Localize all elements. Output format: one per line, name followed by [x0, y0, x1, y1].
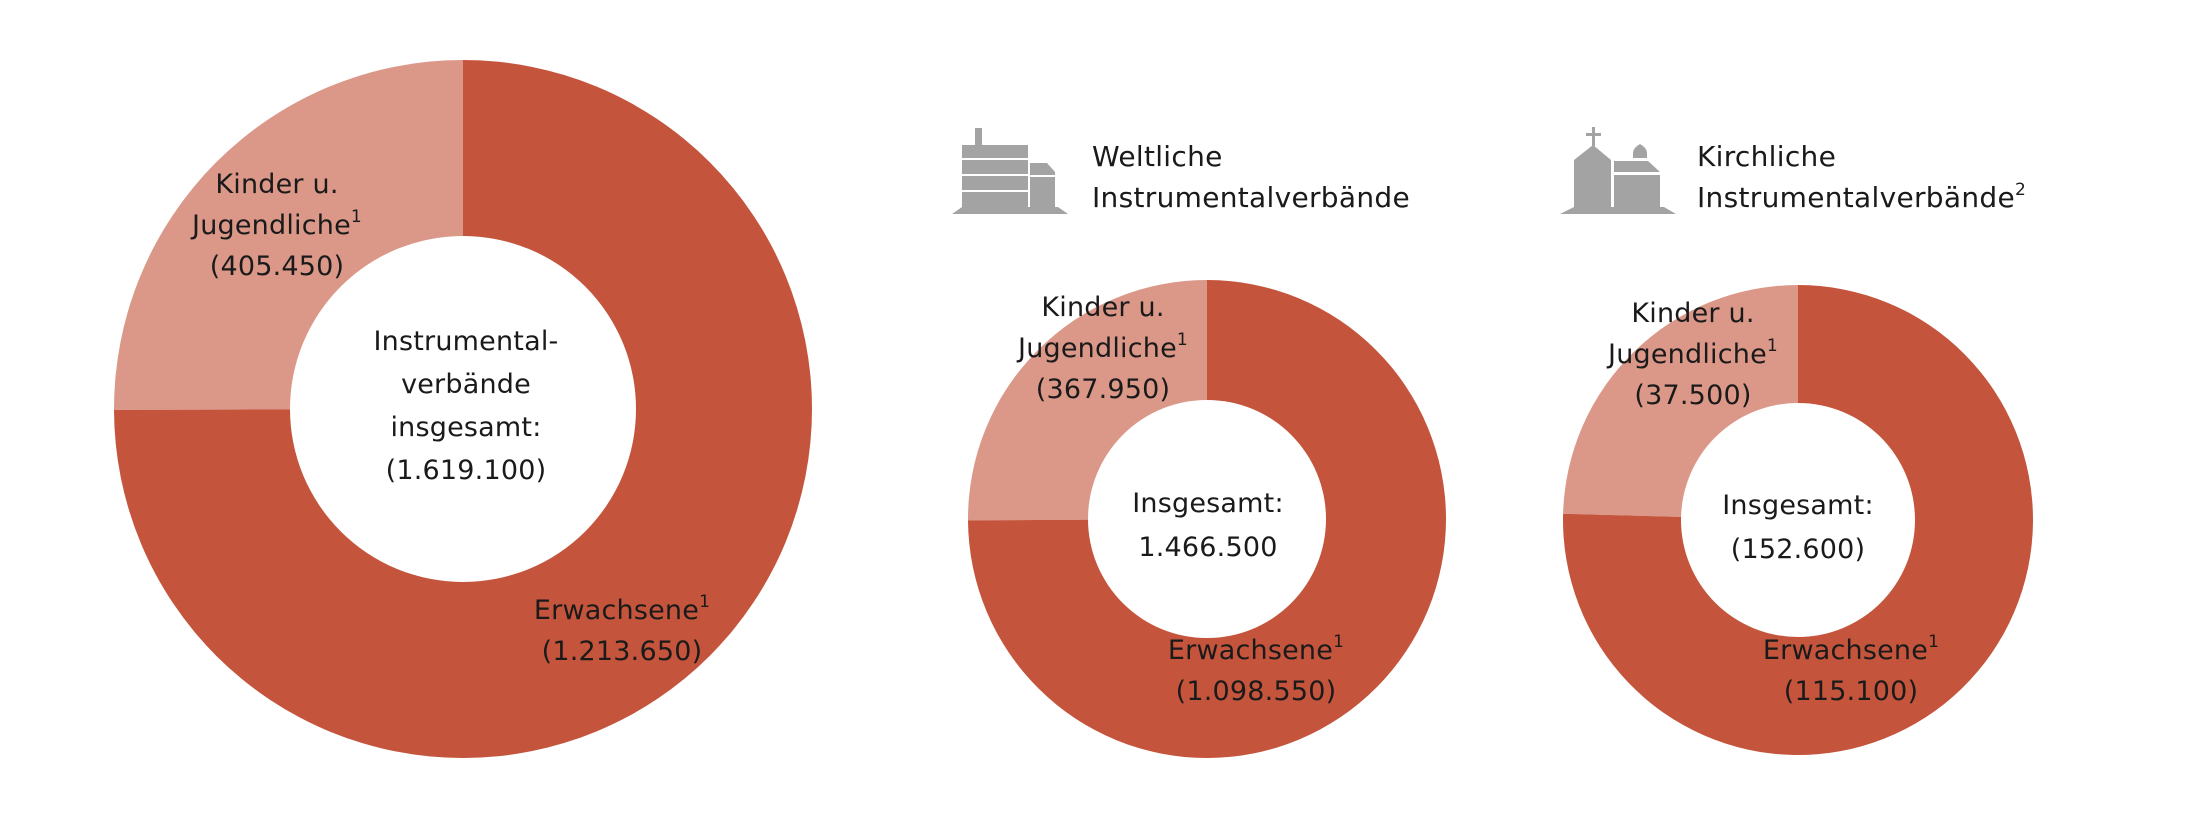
- label-youth-total: Kinder u. Jugendliche1 (405.450): [192, 164, 362, 287]
- value-church-total: (152.600): [1730, 534, 1866, 565]
- center-label-secular: Insgesamt: 1.466.500: [1132, 482, 1284, 570]
- label-adults-secular: Erwachsene1 (1.098.550): [1168, 630, 1344, 712]
- value-youth-secular: (367.950): [1035, 374, 1171, 405]
- center-label-church: Insgesamt: (152.600): [1722, 484, 1874, 572]
- label-youth-secular: Kinder u. Jugendliche1 (367.950): [1018, 287, 1188, 410]
- donut-hole: [1681, 403, 1915, 637]
- label-adults-total: Erwachsene1 (1.213.650): [534, 590, 710, 672]
- label-adults-church: Erwachsene1 (115.100): [1763, 630, 1939, 712]
- value-adults-total: (1.213.650): [541, 636, 703, 667]
- center-label-total: Instrumental- verbände insgesamt: (1.619…: [374, 320, 559, 492]
- secular-building-icon: [952, 128, 1068, 214]
- donut-hole: [290, 236, 636, 582]
- label-youth-church: Kinder u. Jugendliche1 (37.500): [1608, 293, 1778, 416]
- value-secular-total: 1.466.500: [1138, 532, 1278, 563]
- value-youth-total: (405.450): [209, 251, 345, 282]
- title-church-line1: Kirchliche: [1697, 140, 1837, 173]
- value-total: (1.619.100): [385, 455, 547, 486]
- title-secular: Weltliche Instrumentalverbände: [1092, 136, 1410, 218]
- value-adults-church: (115.100): [1783, 676, 1919, 707]
- title-secular-line1: Weltliche: [1092, 140, 1223, 173]
- donut-chart-total: [114, 60, 812, 758]
- title-church: Kirchliche Instrumentalverbände2: [1697, 136, 2026, 218]
- footnote-2: 2: [2014, 179, 2027, 200]
- value-youth-church: (37.500): [1634, 380, 1752, 411]
- church-icon: [1560, 127, 1676, 214]
- title-secular-line2: Instrumentalverbände: [1092, 181, 1410, 214]
- donut-chart-secular: [968, 280, 1446, 758]
- value-adults-secular: (1.098.550): [1175, 676, 1337, 707]
- donut-chart-church: [1562, 285, 2033, 756]
- donut-hole: [1088, 400, 1326, 638]
- title-church-line2: Instrumentalverbände2: [1697, 179, 2027, 214]
